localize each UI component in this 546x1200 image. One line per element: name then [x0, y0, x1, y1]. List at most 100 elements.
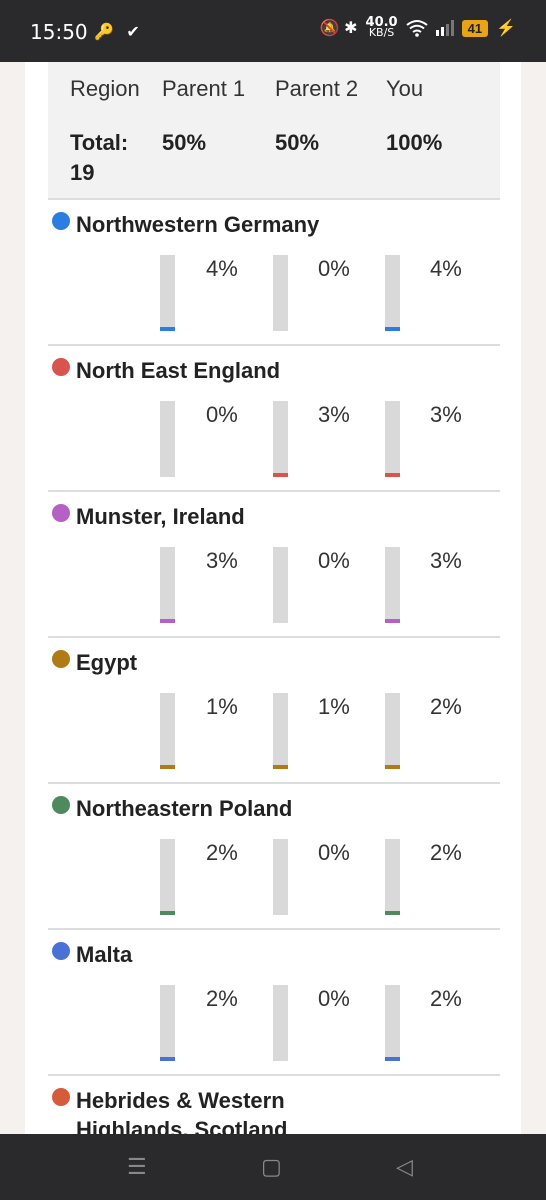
percentage-bar-fill [385, 619, 400, 623]
region-name: Northwestern Germany [76, 212, 320, 237]
region-name: North East England [76, 358, 281, 383]
table-header: Region Parent 1 Parent 2 You Total: 19 5… [48, 62, 500, 200]
region-row[interactable]: Northeastern Poland 2% 0% 2% [48, 784, 500, 930]
region-color-dot [52, 504, 70, 522]
percentage-value: 3% [430, 402, 462, 427]
region-name: Hebrides & Western Highlands, Scotland [76, 1088, 288, 1134]
region-row[interactable]: North East England 0% 3% 3% [48, 346, 500, 492]
percentage-bar [273, 985, 288, 1061]
percentage-value: 0% [318, 840, 350, 865]
notification-icons: 🔑 ✔ [94, 24, 144, 41]
percentage-bar [160, 255, 175, 331]
percentage-bar-fill [385, 765, 400, 769]
percentage-bar [385, 547, 400, 623]
percentage-value: 0% [318, 548, 350, 573]
header-parent-2: Parent 2 [275, 76, 359, 101]
percentage-bar-fill [160, 765, 175, 769]
region-color-dot [52, 358, 70, 376]
percentage-bar-fill [385, 473, 400, 477]
total-label: Total: 19 [70, 130, 129, 185]
percentage-value: 2% [206, 986, 238, 1011]
clock: 15:50 [30, 20, 88, 44]
region-color-dot [52, 212, 70, 230]
navigation-bar: ☰ ▢ ◁ [0, 1134, 546, 1200]
percentage-value: 0% [318, 986, 350, 1011]
percentage-value: 2% [430, 986, 462, 1011]
wifi-icon [405, 20, 428, 37]
comparison-table: Region Parent 1 Parent 2 You Total: 19 5… [48, 62, 500, 1134]
percentage-value: 1% [206, 694, 238, 719]
speed-unit: KB/S [368, 26, 395, 39]
total-parent-1: 50% [162, 130, 207, 155]
percentage-bar [385, 401, 400, 477]
region-color-dot [52, 796, 70, 814]
percentage-bar [273, 693, 288, 769]
percentage-value: 3% [430, 548, 462, 573]
percentage-bar [385, 839, 400, 915]
percentage-bar-fill [160, 619, 175, 623]
region-name: Munster, Ireland [76, 504, 245, 529]
percentage-value: 4% [430, 256, 462, 281]
percentage-value: 0% [206, 402, 238, 427]
region-name: Northeastern Poland [76, 796, 293, 821]
region-row[interactable]: Malta 2% 0% 2% [48, 930, 500, 1076]
percentage-bar [160, 839, 175, 915]
region-name: Malta [76, 942, 133, 967]
percentage-bar-fill [273, 765, 288, 769]
total-you: 100% [386, 130, 443, 155]
percentage-bar [160, 401, 175, 477]
region-row[interactable]: Northwestern Germany 4% 0% 4% [48, 200, 500, 346]
region-color-dot [52, 942, 70, 960]
percentage-bar-fill [273, 329, 288, 331]
back-button[interactable]: ◁ [396, 1154, 413, 1179]
percentage-value: 2% [206, 840, 238, 865]
percentage-bar [273, 839, 288, 915]
percentage-bar [385, 255, 400, 331]
speed-value: 40.0 [365, 15, 398, 30]
signal-icon [435, 20, 454, 36]
percentage-bar [160, 547, 175, 623]
percentage-bar [273, 547, 288, 623]
percentage-bar [273, 255, 288, 331]
status-right: 🔕 ✱ 40.0 KB/S 41 ⚡ [319, 15, 516, 39]
percentage-bar-fill [160, 475, 175, 477]
region-color-dot [52, 650, 70, 668]
percentage-bar-fill [385, 911, 400, 915]
percentage-value: 2% [430, 694, 462, 719]
percentage-bar-fill [160, 911, 175, 915]
percentage-value: 3% [206, 548, 238, 573]
region-color-dot [52, 1088, 70, 1106]
total-parent-2: 50% [275, 130, 320, 155]
percentage-bar-fill [160, 327, 175, 331]
percentage-value: 4% [206, 256, 238, 281]
percentage-bar-fill [273, 473, 288, 477]
mute-bluetooth-icon: 🔕 ✱ [319, 20, 358, 37]
charging-icon: ⚡ [496, 20, 516, 37]
battery-icon: 41 [461, 19, 489, 37]
percentage-bar-fill [273, 1059, 288, 1061]
percentage-value: 1% [318, 694, 350, 719]
percentage-value: 3% [318, 402, 350, 427]
status-bar: 15:50 🔑 ✔ 🔕 ✱ 40.0 KB/S 41 ⚡ [0, 0, 546, 62]
percentage-bar-fill [273, 913, 288, 915]
percentage-bar [385, 985, 400, 1061]
region-row[interactable]: Hebrides & Western Highlands, Scotland [48, 1076, 500, 1134]
header-region: Region [70, 76, 140, 101]
percentage-bar-fill [385, 327, 400, 331]
header-you: You [386, 76, 424, 101]
header-parent-1: Parent 1 [162, 76, 246, 101]
percentage-bar [385, 693, 400, 769]
region-list: Northwestern Germany 4% 0% 4% North East Eng… [48, 200, 500, 1134]
percentage-bar-fill [273, 621, 288, 623]
network-speed: 40.0 KB/S [365, 15, 398, 39]
recent-apps-button[interactable]: ☰ [127, 1154, 147, 1179]
percentage-bar [273, 401, 288, 477]
region-name: Egypt [76, 650, 138, 675]
ethnicity-comparison-card: Region Parent 1 Parent 2 You Total: 19 5… [25, 62, 521, 1134]
percentage-bar-fill [385, 1057, 400, 1061]
home-button[interactable]: ▢ [261, 1154, 282, 1179]
percentage-bar [160, 693, 175, 769]
percentage-value: 0% [318, 256, 350, 281]
region-row[interactable]: Egypt 1% 1% 2% [48, 638, 500, 784]
region-row[interactable]: Munster, Ireland 3% 0% 3% [48, 492, 500, 638]
